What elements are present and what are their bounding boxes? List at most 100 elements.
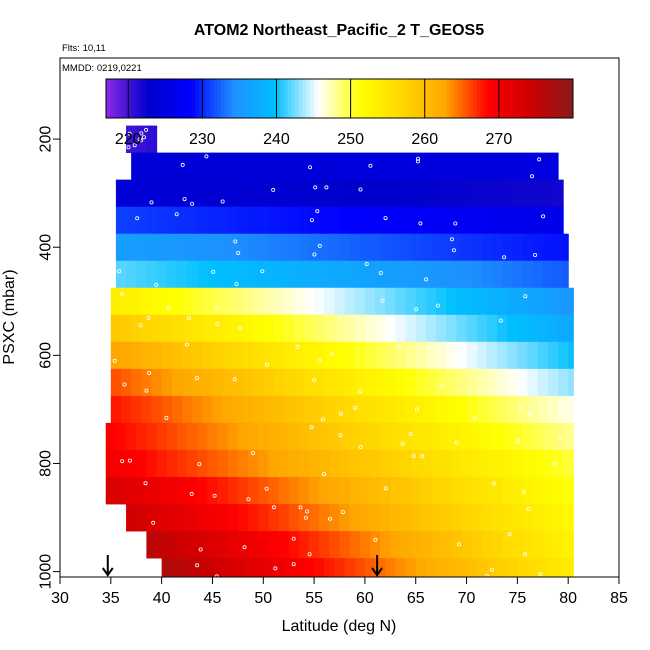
heat-cell	[507, 395, 518, 424]
heat-cell	[369, 449, 381, 478]
sample-point	[215, 306, 220, 311]
heat-cell	[532, 504, 544, 532]
colorbar-segment	[243, 79, 248, 118]
heat-cell	[380, 531, 391, 559]
heat-cell	[430, 179, 442, 208]
heat-cell	[293, 152, 305, 181]
heat-cell	[232, 558, 244, 577]
heat-cell	[476, 368, 488, 397]
heat-cell	[176, 179, 188, 208]
heat-cell	[507, 314, 518, 343]
heat-cell	[456, 341, 468, 370]
heat-cell	[441, 179, 452, 208]
heat-cell	[115, 449, 127, 478]
colorbar-segment	[261, 79, 266, 118]
heat-cell	[420, 179, 432, 208]
heat-cell	[288, 449, 300, 478]
heat-cell	[120, 287, 132, 316]
colorbar-segment	[265, 79, 270, 118]
heat-cell	[187, 504, 198, 532]
heat-cell	[547, 395, 559, 424]
heat-cell	[405, 368, 417, 397]
colorbar-segment	[365, 79, 370, 118]
colorbar-segment	[120, 79, 126, 118]
heat-cell	[395, 368, 407, 397]
sample-point	[541, 214, 546, 219]
heat-cell	[532, 179, 544, 208]
heat-cell	[395, 395, 407, 424]
heat-cell	[568, 314, 574, 343]
heat-cell	[187, 233, 198, 262]
heat-cell	[425, 368, 437, 397]
colorbar-segment	[458, 79, 463, 118]
heat-cell	[334, 152, 346, 181]
heat-cell	[314, 287, 325, 316]
heat-cell	[268, 531, 280, 559]
sample-point	[338, 411, 343, 416]
heat-cell	[161, 368, 173, 397]
heat-cell	[263, 287, 275, 316]
heat-cell	[344, 395, 356, 424]
colorbar-segment	[317, 79, 322, 118]
colorbar-segment	[206, 79, 211, 118]
colorbar-segment	[109, 79, 114, 118]
heat-cell	[334, 287, 346, 316]
heat-cell	[405, 341, 417, 370]
heat-cell	[385, 287, 396, 316]
heat-cell	[141, 341, 153, 370]
x-tick-label: 35	[102, 590, 120, 607]
heat-cell	[217, 531, 229, 559]
colorbar-segment	[539, 79, 544, 118]
colorbar-segment	[561, 79, 567, 118]
heat-cell	[329, 476, 341, 505]
heat-cell	[522, 531, 534, 559]
heat-cell	[253, 395, 264, 424]
heat-cell	[415, 152, 427, 181]
colorbar-segment	[476, 79, 481, 118]
heat-cell	[502, 531, 513, 559]
sample-point	[154, 282, 159, 287]
heat-cell	[288, 504, 300, 532]
heat-cell	[126, 504, 137, 532]
heat-cell	[471, 504, 483, 532]
heat-cell	[242, 152, 254, 181]
heat-cell	[293, 287, 305, 316]
colorbar-segment	[276, 79, 281, 118]
heat-cell	[181, 287, 193, 316]
heat-cell	[497, 368, 508, 397]
colorbar-segment	[480, 79, 485, 118]
colorbar-segment	[113, 79, 118, 118]
heat-cell	[222, 341, 234, 370]
heat-cell	[227, 476, 239, 505]
heat-cell	[451, 504, 463, 532]
heat-cell	[319, 206, 330, 235]
colorbar-segment	[295, 79, 300, 118]
heat-cell	[517, 341, 529, 370]
heat-cell	[359, 179, 371, 208]
heat-cell	[309, 449, 320, 478]
heat-cell	[552, 260, 564, 289]
heat-cell	[486, 395, 498, 424]
colorbar-segment	[224, 79, 229, 118]
heat-cell	[390, 449, 402, 478]
heat-cell	[349, 449, 361, 478]
heat-cell	[436, 558, 447, 577]
sample-point	[138, 323, 143, 328]
heat-cell	[136, 179, 147, 208]
heat-cell	[364, 314, 376, 343]
heat-cell	[232, 341, 244, 370]
heat-cell	[115, 233, 127, 262]
heat-cell	[314, 395, 325, 424]
heat-cell	[181, 558, 193, 577]
sample-point	[212, 493, 217, 498]
sample-point	[414, 407, 419, 412]
heat-cell	[324, 558, 336, 577]
heat-cell	[451, 531, 463, 559]
colorbar-segment	[376, 79, 381, 118]
heat-cell	[517, 558, 529, 577]
heat-cell	[390, 179, 402, 208]
heat-cell	[283, 314, 295, 343]
heat-cell	[278, 449, 290, 478]
heat-cell	[430, 449, 442, 478]
sample-point	[112, 358, 117, 363]
